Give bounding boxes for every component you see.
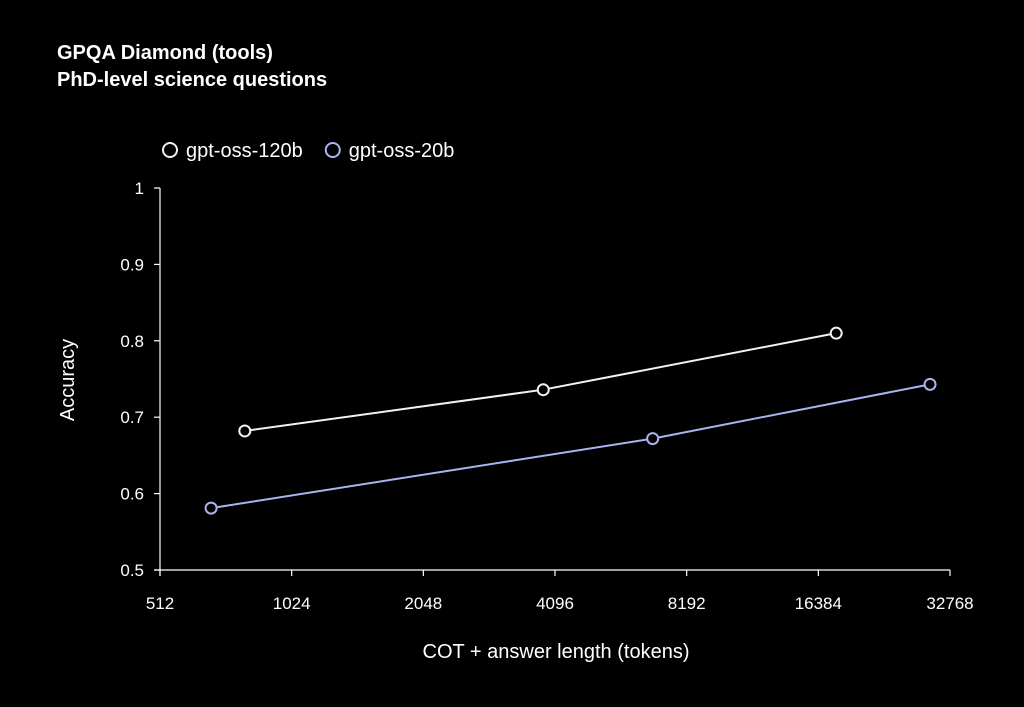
x-tick-label: 512 <box>146 594 174 613</box>
chart-series <box>204 326 937 515</box>
x-tick-label: 2048 <box>404 594 442 613</box>
x-tick-label: 32768 <box>926 594 973 613</box>
chart-legend: gpt-oss-120b gpt-oss-20b <box>162 140 455 162</box>
x-tick-label: 8192 <box>668 594 706 613</box>
data-point <box>646 432 660 446</box>
data-point <box>204 501 218 515</box>
y-tick-label: 0.6 <box>120 485 144 504</box>
data-point <box>923 377 937 391</box>
y-tick-label: 0.5 <box>120 561 144 580</box>
y-tick-label: 0.8 <box>120 332 144 351</box>
series-line-gpt-oss-120b <box>244 332 837 432</box>
x-tick-label: 1024 <box>273 594 311 613</box>
chart-axes: 0.5 0.6 0.7 0.8 0.9 1 512 1024 2048 4096 8192 16384… <box>120 179 973 613</box>
series-line-gpt-oss-20b <box>210 383 931 510</box>
chart-subtitle: PhD-level science questions <box>57 69 328 91</box>
data-point <box>829 326 843 340</box>
legend-label: gpt-oss-20b <box>349 140 455 162</box>
data-point <box>536 383 550 397</box>
data-point <box>238 424 252 438</box>
y-tick-label: 1 <box>135 179 144 198</box>
legend-marker-icon <box>324 142 341 158</box>
y-tick-label: 0.7 <box>120 408 144 427</box>
y-tick-label: 0.9 <box>120 255 144 274</box>
legend-label: gpt-oss-120b <box>186 140 303 162</box>
chart-title: GPQA Diamond (tools) <box>57 42 273 64</box>
chart-title-block: GPQA Diamond (tools) PhD-level science q… <box>57 40 327 94</box>
legend-marker-icon <box>162 142 178 158</box>
x-tick-label: 4096 <box>536 594 574 613</box>
x-tick-label: 16384 <box>795 594 842 613</box>
x-axis-label: COT + answer length (tokens) <box>423 641 690 663</box>
y-axis-label: Accuracy <box>57 339 79 421</box>
